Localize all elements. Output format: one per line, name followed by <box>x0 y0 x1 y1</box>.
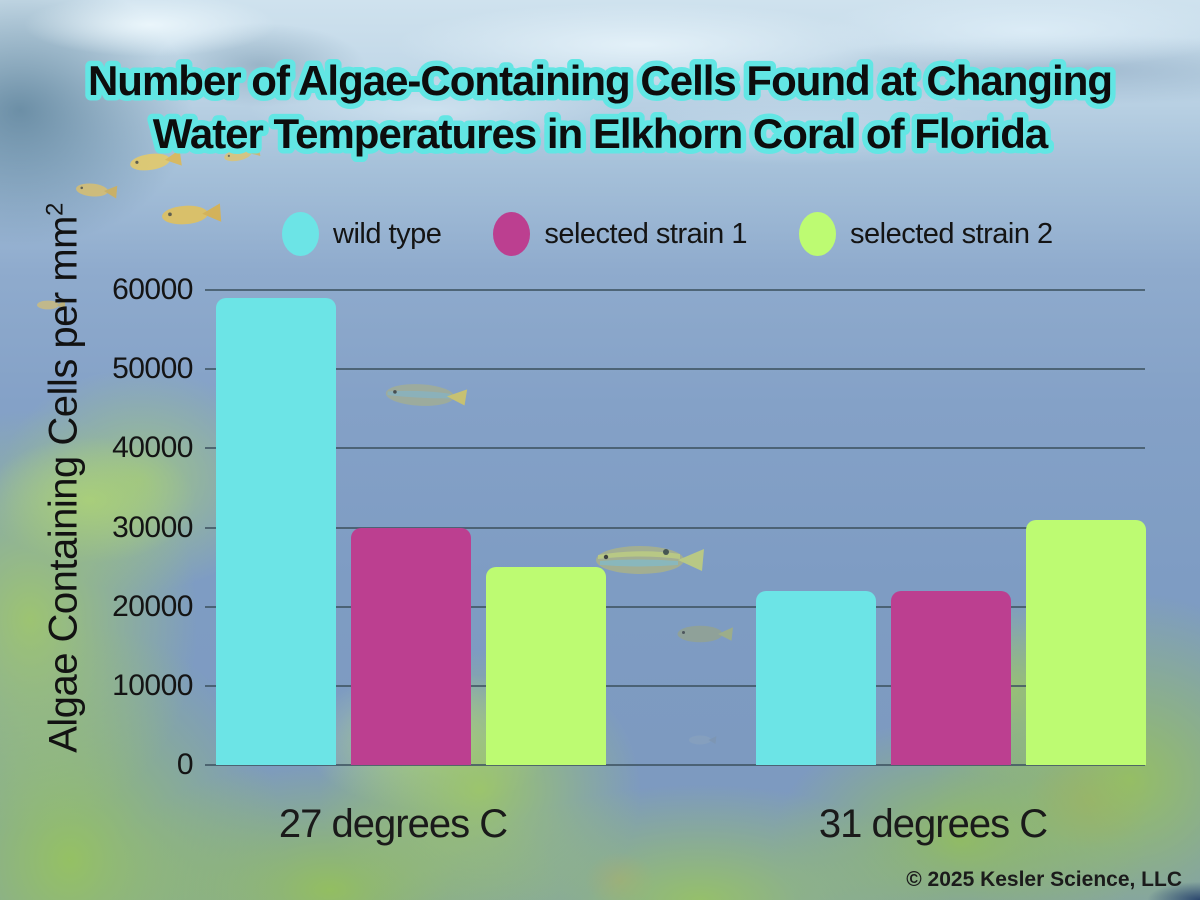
gridline-30000 <box>205 526 1145 529</box>
y-tick-label-50000: 50000 <box>112 352 193 386</box>
legend-label: selected strain 1 <box>544 217 747 250</box>
chart-title-line-1: Number of Algae-Containing Cells Found a… <box>88 57 1112 104</box>
legend-item-wild-type: wild type <box>282 212 442 256</box>
legend-item-selected-strain-2: selected strain 2 <box>799 212 1053 256</box>
bar-wild-type-31-degrees-c <box>756 590 876 765</box>
legend-item-selected-strain-1: selected strain 1 <box>493 212 747 256</box>
yellow-fish-icon <box>224 145 261 162</box>
y-tick-label-30000: 30000 <box>112 510 193 544</box>
gridline-40000 <box>205 447 1145 450</box>
bar-wild-type-27-degrees-c <box>216 297 336 765</box>
gridline-60000 <box>205 289 1145 291</box>
wrasse-fish-icon <box>385 384 468 406</box>
y-tick-label-0: 0 <box>176 748 194 781</box>
bar-selected-strain-2-31-degrees-c <box>1026 519 1146 765</box>
y-tick-label-20000: 20000 <box>112 589 193 623</box>
chart-title: Number of Algae-Containing Cells Found a… <box>82 52 1118 163</box>
chart-legend: wild type selected strain 1 selected strai… <box>282 208 1053 260</box>
legend-label: wild type <box>333 217 442 250</box>
wrasse-fish-icon <box>596 546 704 574</box>
bar-selected-strain-1-31-degrees-c <box>891 590 1011 765</box>
legend-swatch-icon <box>799 212 836 256</box>
gridline-50000 <box>205 368 1145 371</box>
chart-title-line-2: Water Temperatures in Elkhorn Coral of F… <box>153 110 1049 157</box>
gridline-0 <box>205 764 1145 766</box>
legend-label: selected strain 2 <box>850 217 1053 250</box>
small-fish-icon <box>37 300 66 310</box>
bar-selected-strain-1-27-degrees-c <box>351 527 471 765</box>
y-tick-label-60000: 60000 <box>112 273 193 306</box>
legend-swatch-icon <box>493 212 531 256</box>
gridline-20000 <box>205 605 1145 608</box>
bottom-corner-shadow <box>1148 882 1200 900</box>
y-tick-label-10000: 10000 <box>112 668 193 702</box>
x-category-label-31-degrees-c: 31 degrees C <box>818 802 1048 846</box>
legend-swatch-icon <box>282 212 319 256</box>
bar-selected-strain-2-27-degrees-c <box>486 567 606 765</box>
gridline-10000 <box>205 684 1145 687</box>
x-category-label-27-degrees-c: 27 degrees C <box>278 802 508 846</box>
yellow-fish-icon <box>76 183 118 199</box>
y-tick-label-40000: 40000 <box>112 431 193 465</box>
yellow-fish-icon <box>130 149 182 171</box>
yellow-fish-icon <box>162 203 222 225</box>
tiny-fish-icon <box>689 735 717 745</box>
copyright-notice: © 2025 Kesler Science, LLC <box>906 868 1182 891</box>
small-fish-icon <box>677 625 733 643</box>
